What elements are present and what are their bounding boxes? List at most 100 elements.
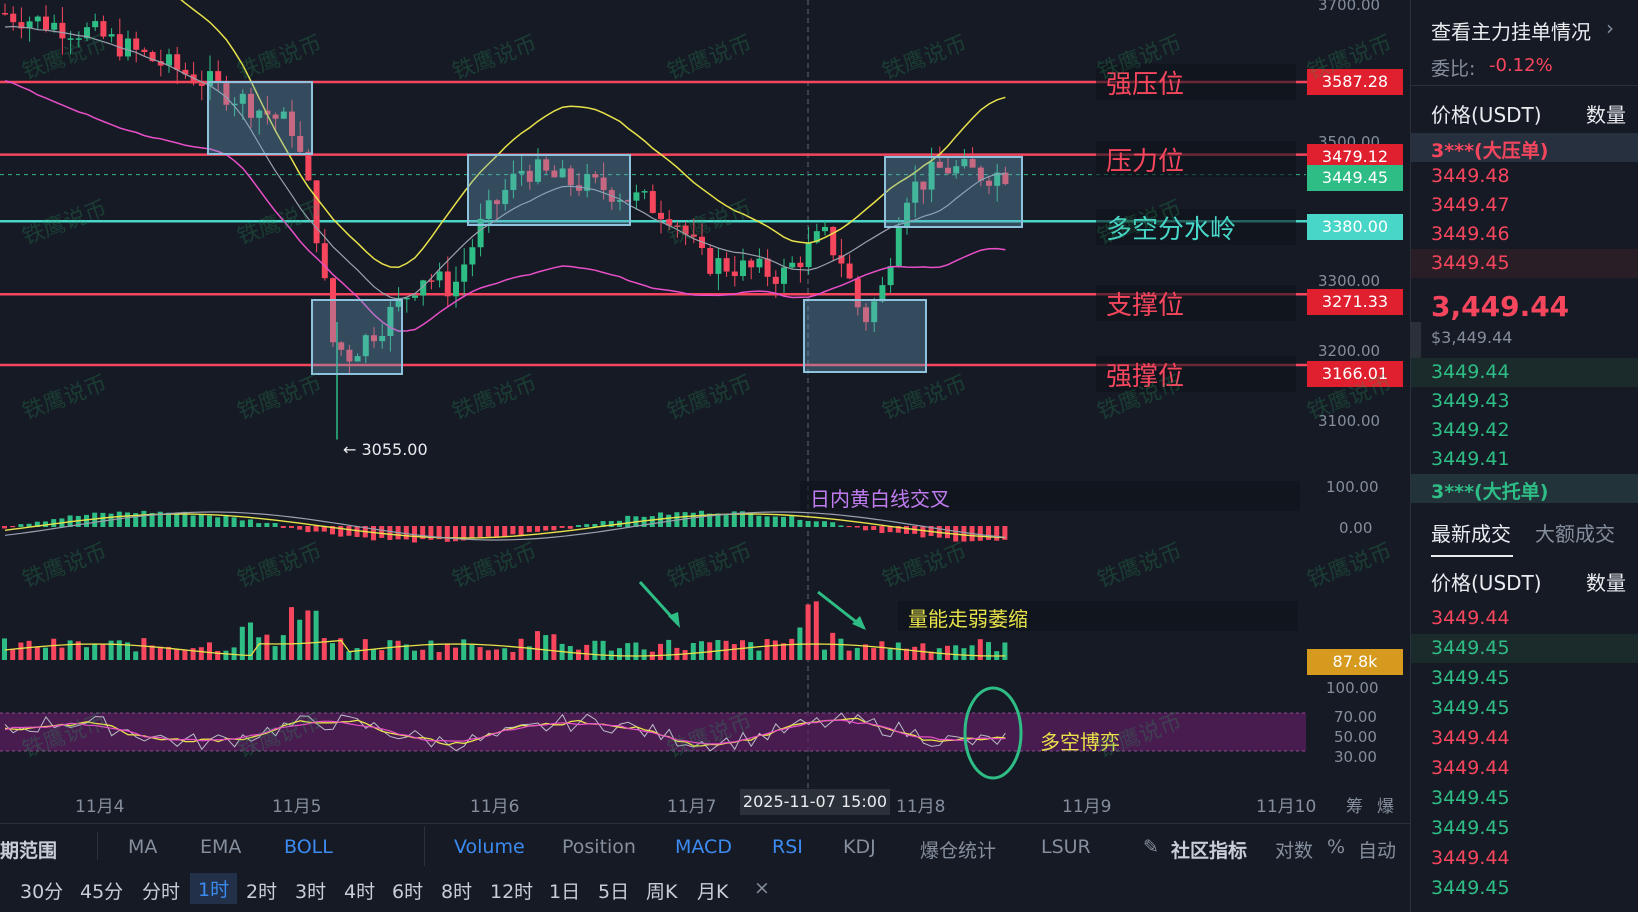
edit-icon[interactable]: ✎ bbox=[1143, 836, 1159, 858]
candle-body bbox=[248, 93, 254, 118]
x-axis-label: 11月9 bbox=[1062, 797, 1112, 817]
indicator-volume[interactable]: Volume bbox=[454, 836, 525, 858]
volume-bar bbox=[740, 640, 745, 660]
community-indicators[interactable]: 社区指标 bbox=[1171, 840, 1248, 862]
tf-5d[interactable]: 5日 bbox=[598, 881, 630, 903]
ask-row[interactable]: 3449.46 bbox=[1411, 220, 1638, 249]
candle-body bbox=[690, 234, 697, 237]
trade-row: 3449.45 bbox=[1411, 694, 1638, 723]
tf-2h[interactable]: 2时 bbox=[246, 881, 278, 903]
tf-8h[interactable]: 8时 bbox=[441, 881, 473, 903]
macd-bar bbox=[338, 526, 344, 537]
bid-price: 3449.43 bbox=[1431, 390, 1510, 412]
bid-price: 3449.42 bbox=[1431, 419, 1510, 441]
volume-bar bbox=[764, 639, 770, 660]
x-axis-extra[interactable]: 爆 bbox=[1377, 797, 1394, 817]
tab-large-trades[interactable]: 大额成交 bbox=[1535, 522, 1615, 546]
bid-row[interactable]: 3449.42 bbox=[1411, 416, 1638, 445]
tab-latest-trades[interactable]: 最新成交 bbox=[1431, 522, 1511, 546]
bid-row[interactable]: 3449.43 bbox=[1411, 387, 1638, 416]
ask-row[interactable]: 3449.45 bbox=[1411, 249, 1638, 278]
volume-bar bbox=[18, 642, 24, 660]
boll-upper-line bbox=[180, 0, 1006, 269]
volume-bar bbox=[543, 635, 549, 660]
tf-line[interactable]: 分时 bbox=[142, 881, 181, 903]
volume-bar bbox=[141, 638, 147, 660]
trade-row: 3449.45 bbox=[1411, 784, 1638, 813]
macd-bar bbox=[387, 526, 393, 540]
volume-bar bbox=[34, 646, 40, 660]
indicator-ema[interactable]: EMA bbox=[200, 836, 242, 858]
level-label-strong-resistance: 强压位 bbox=[1106, 70, 1185, 100]
volume-bar bbox=[395, 640, 401, 660]
ask-big-order[interactable]: 3***(大压单) bbox=[1411, 133, 1638, 162]
ratio-value: -0.12% bbox=[1489, 55, 1553, 76]
tf-3h[interactable]: 3时 bbox=[295, 881, 327, 903]
range-selector[interactable]: 期范围 bbox=[0, 840, 58, 862]
trade-row: 3449.44 bbox=[1411, 754, 1638, 783]
macd-bar bbox=[789, 515, 795, 527]
indicator-liquidation[interactable]: 爆仓统计 bbox=[920, 840, 997, 862]
percent-toggle[interactable]: % bbox=[1327, 836, 1346, 858]
x-axis-extra[interactable]: 筹 bbox=[1346, 797, 1363, 817]
macd-bar bbox=[977, 526, 983, 541]
volume-bar bbox=[371, 649, 376, 660]
candle-body bbox=[518, 170, 525, 174]
indicator-rsi[interactable]: RSI bbox=[772, 836, 803, 858]
macd-bar bbox=[576, 525, 581, 527]
macd-bar bbox=[313, 526, 319, 532]
candle-body bbox=[502, 189, 509, 205]
indicator-kdj[interactable]: KDJ bbox=[843, 836, 876, 858]
indicator-macd[interactable]: MACD bbox=[675, 836, 732, 858]
candle-body bbox=[977, 167, 984, 181]
macd-axis-label: 100.00 bbox=[1326, 478, 1379, 496]
macd-bar bbox=[904, 526, 909, 534]
collapse-handle[interactable] bbox=[1411, 322, 1421, 362]
candle-body bbox=[59, 22, 66, 39]
macd-bar bbox=[945, 526, 950, 539]
bid-row[interactable]: 3449.41 bbox=[1411, 445, 1638, 474]
volume-bar bbox=[305, 610, 311, 660]
volume-bar bbox=[690, 643, 696, 660]
volume-bar bbox=[731, 644, 737, 660]
tf-45m[interactable]: 45分 bbox=[80, 881, 124, 903]
tf-month[interactable]: 月K bbox=[697, 881, 729, 903]
volume-bar bbox=[830, 632, 836, 660]
candlestick-chart[interactable] bbox=[0, 0, 1410, 823]
chart-area[interactable]: 3700.00 3500.00 3300.00 3200.00 3100.00 … bbox=[0, 0, 1410, 823]
tf-4h[interactable]: 4时 bbox=[344, 881, 376, 903]
macd-axis-label: 0.00 bbox=[1339, 519, 1373, 537]
macd-bar bbox=[1002, 526, 1008, 540]
ask-row[interactable]: 3449.48 bbox=[1411, 162, 1638, 191]
indicator-position[interactable]: Position bbox=[562, 836, 636, 858]
candle-body bbox=[961, 159, 968, 167]
tf-1h[interactable]: 1时 bbox=[190, 873, 238, 904]
macd-bar bbox=[51, 519, 57, 527]
volume-bar bbox=[838, 638, 844, 660]
indicator-boll[interactable]: BOLL bbox=[284, 836, 333, 858]
macd-bar bbox=[756, 515, 762, 527]
bid-row[interactable]: 3449.44 bbox=[1411, 358, 1638, 387]
divider bbox=[97, 832, 98, 860]
tf-week[interactable]: 周K bbox=[646, 881, 678, 903]
ask-row[interactable]: 3449.47 bbox=[1411, 191, 1638, 220]
log-scale-toggle[interactable]: 对数 bbox=[1275, 840, 1314, 862]
candle-body bbox=[403, 297, 410, 300]
tf-6h[interactable]: 6时 bbox=[392, 881, 424, 903]
indicator-lsur[interactable]: LSUR bbox=[1041, 836, 1091, 858]
macd-bar bbox=[436, 526, 442, 540]
tf-1d[interactable]: 1日 bbox=[549, 881, 581, 903]
chevron-right-icon[interactable]: › bbox=[1606, 16, 1614, 40]
volume-bar bbox=[256, 637, 262, 660]
tf-12h[interactable]: 12时 bbox=[490, 881, 534, 903]
candle-body bbox=[715, 258, 722, 274]
candle-body bbox=[34, 16, 41, 22]
panel-title[interactable]: 查看主力挂单情况 bbox=[1431, 20, 1591, 44]
auto-scale-toggle[interactable]: 自动 bbox=[1358, 840, 1397, 862]
candle-body bbox=[559, 168, 566, 178]
macd-bar bbox=[264, 522, 270, 527]
bid-big-order[interactable]: 3***(大托单) bbox=[1411, 474, 1638, 503]
tf-30m[interactable]: 30分 bbox=[20, 881, 64, 903]
indicator-ma[interactable]: MA bbox=[128, 836, 158, 858]
close-icon[interactable]: × bbox=[754, 877, 770, 899]
